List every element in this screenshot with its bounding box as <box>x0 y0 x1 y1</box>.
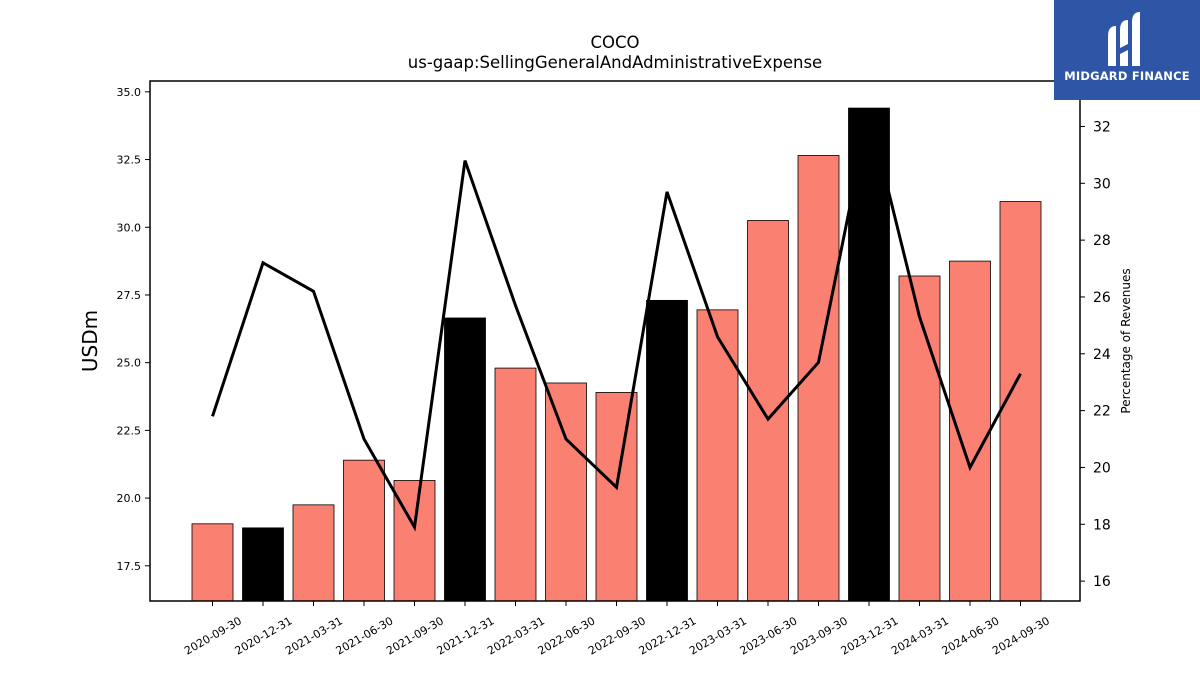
y-tick-label: 35.0 <box>117 86 142 99</box>
bar <box>898 275 941 602</box>
chart-title: COCO <box>590 33 639 52</box>
bar <box>242 527 284 602</box>
bar <box>292 504 335 602</box>
y-tick-label-right: 24 <box>1093 347 1111 363</box>
y-tick-label-right: 30 <box>1093 176 1111 192</box>
y-axis-left: 17.5 20.0 22.5 25.0 27.5 30.0 32.5 35.0 <box>117 86 150 573</box>
bar <box>494 367 537 602</box>
bar <box>646 299 688 602</box>
bar <box>393 480 436 602</box>
bar <box>595 392 638 602</box>
y-tick-label: 22.5 <box>117 424 142 437</box>
y-tick-label-right: 26 <box>1093 290 1111 306</box>
plot-frame <box>149 80 1081 602</box>
y-axis-right: 16 18 20 22 24 26 28 30 32 <box>1080 119 1111 590</box>
series-line <box>211 111 1022 532</box>
y-tick-label: 27.5 <box>117 289 142 302</box>
x-tick-label: 2024-09-30 <box>990 614 1052 657</box>
brand-logo: MIDGARD FINANCE <box>1054 0 1200 100</box>
y-tick-label-right: 16 <box>1093 574 1111 590</box>
bar <box>343 459 385 602</box>
bar <box>444 317 486 602</box>
y-tick-label-right: 20 <box>1093 460 1111 476</box>
brand-logo-text: MIDGARD FINANCE <box>1064 69 1190 83</box>
bar <box>747 220 789 602</box>
y-tick-label: 32.5 <box>117 154 142 167</box>
midgard-logo-icon <box>1108 12 1140 66</box>
y-tick-label: 25.0 <box>117 357 142 370</box>
y-tick-label-right: 18 <box>1093 517 1111 533</box>
y-tick-label: 17.5 <box>117 560 142 573</box>
chart-subtitle: us-gaap:SellingGeneralAndAdministrativeE… <box>408 53 822 72</box>
line-group <box>211 111 1022 532</box>
bar <box>848 107 890 602</box>
y-tick-label: 20.0 <box>117 492 142 505</box>
bars-group <box>191 107 1042 602</box>
y-tick-label: 30.0 <box>117 221 142 234</box>
y-tick-label-right: 32 <box>1093 119 1111 135</box>
y-axis-label-right: Percentage of Revenues <box>1119 268 1133 413</box>
bar <box>696 309 739 602</box>
y-tick-label-right: 28 <box>1093 233 1111 249</box>
bar <box>949 260 991 602</box>
bar <box>545 382 587 602</box>
bar <box>191 523 234 602</box>
y-axis-label-left: USDm <box>78 310 102 372</box>
x-axis: 2020-09-302020-12-312021-03-312021-06-30… <box>182 601 1052 658</box>
y-tick-label-right: 22 <box>1093 404 1111 420</box>
